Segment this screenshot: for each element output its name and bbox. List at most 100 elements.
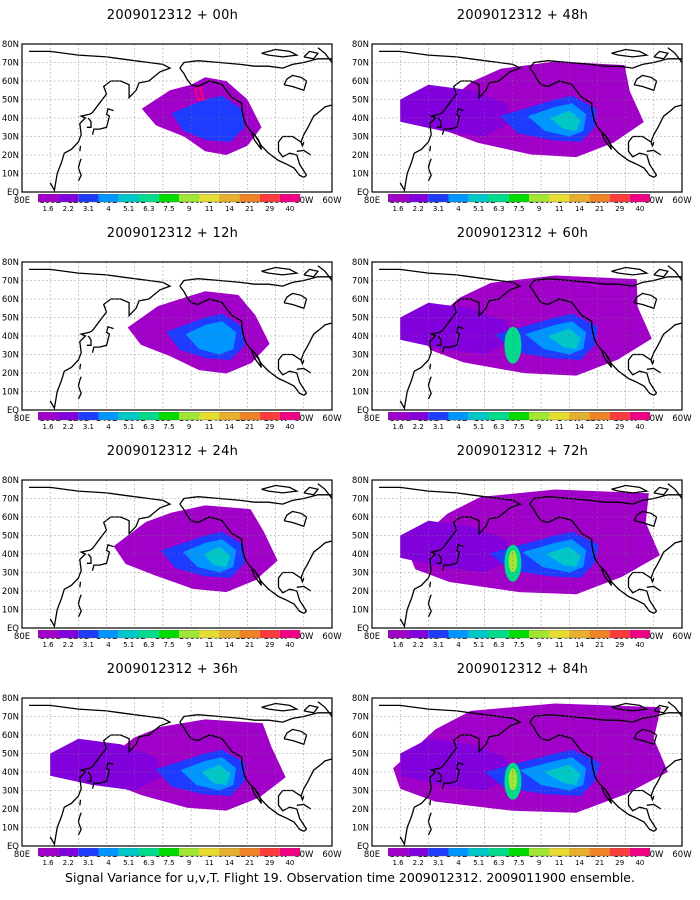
x-tick-label: 80E <box>364 196 380 206</box>
colorbar-label: 9 <box>187 641 191 649</box>
y-tick-label: 10N <box>2 824 19 834</box>
colorbar-swatch <box>158 194 180 202</box>
colorbar-label: 9 <box>187 423 191 431</box>
colorbar: 1.6 2.2 3.1 4 5.1 6.3 7.5 9 11 14 21 29 40 <box>387 193 654 220</box>
colorbar-swatch <box>629 848 650 856</box>
colorbar-label: 5.1 <box>123 859 134 867</box>
y-tick-label: 50N <box>352 314 369 324</box>
colorbar-label: 1.6 <box>43 423 55 431</box>
colorbar: 1.6 2.2 3.1 4 5.1 6.3 7.5 9 11 14 21 29 40 <box>387 411 654 438</box>
y-tick-label: 50N <box>352 750 369 760</box>
colorbar-swatch <box>259 194 280 202</box>
colorbar-label: 14 <box>225 641 234 649</box>
colorbar-swatch <box>549 848 570 856</box>
colorbar-swatch <box>468 412 489 420</box>
y-tick-label: 80N <box>352 40 369 50</box>
x-tick-label: 60W <box>322 414 342 424</box>
colorbar-label: 6.3 <box>493 859 504 867</box>
y-tick-label: 50N <box>352 532 369 542</box>
colorbar-swatch <box>408 630 429 638</box>
x-tick-label: 80E <box>14 632 30 642</box>
colorbar-label: 3.1 <box>433 641 444 649</box>
colorbar-label: 1.6 <box>43 641 55 649</box>
colorbar-swatch <box>529 194 550 202</box>
colorbar-label: 5.1 <box>123 641 134 649</box>
colorbar-label: 11 <box>555 205 564 213</box>
colorbar-swatch <box>549 630 570 638</box>
colorbar-label: 9 <box>537 641 541 649</box>
colorbar-swatch <box>508 412 530 420</box>
colorbar-swatch <box>219 848 240 856</box>
colorbar-label: 2.2 <box>63 859 74 867</box>
colorbar-label: 6.3 <box>493 641 504 649</box>
y-tick-label: 10N <box>352 170 369 180</box>
colorbar-label: 1.6 <box>393 205 405 213</box>
colorbar-swatch <box>138 848 159 856</box>
colorbar-swatch <box>118 848 139 856</box>
colorbar-label: 5.1 <box>473 205 484 213</box>
map-frame <box>371 697 683 847</box>
y-tick-label: 40N <box>352 332 369 342</box>
colorbar-swatch <box>259 630 280 638</box>
colorbar-label: 7.5 <box>513 205 524 213</box>
colorbar-label: 6.3 <box>493 423 504 431</box>
x-tick-label: 80W <box>294 414 314 424</box>
colorbar: 1.6 2.2 3.1 4 5.1 6.3 7.5 9 11 14 21 29 40 <box>37 847 304 874</box>
coastlines <box>29 265 333 411</box>
colorbar-label: 9 <box>537 423 541 431</box>
colorbar-swatch <box>589 848 610 856</box>
y-tick-label: 30N <box>2 787 19 797</box>
colorbar-swatch <box>488 848 509 856</box>
colorbar-label: 7.5 <box>513 641 524 649</box>
signal-field <box>113 505 278 593</box>
colorbar-swatch <box>38 194 59 202</box>
contour-cyan <box>185 321 237 355</box>
colorbar-swatch <box>569 630 590 638</box>
colorbar-swatch <box>98 412 119 420</box>
colorbar-label: 2.2 <box>413 859 424 867</box>
signal-field <box>400 275 652 376</box>
y-tick-label: 30N <box>2 133 19 143</box>
colorbar-swatch <box>388 630 409 638</box>
colorbar-label: 11 <box>555 423 564 431</box>
x-tick-label: 80E <box>364 414 380 424</box>
colorbar-label: 29 <box>615 859 624 867</box>
map-panel-36h: 2009012312 + 36h80E100E120E140E160E18016… <box>0 654 345 867</box>
y-tick-label: 80N <box>2 694 19 704</box>
y-tick-label: 20N <box>2 151 19 161</box>
x-tick-label: 80W <box>644 196 664 206</box>
y-tick-label: EQ <box>7 842 19 852</box>
map-frame <box>21 479 333 629</box>
colorbar-swatch <box>629 630 650 638</box>
colorbar-label: 21 <box>245 423 254 431</box>
colorbar-swatch <box>78 194 99 202</box>
colorbar-swatch <box>508 848 530 856</box>
panel-title: 2009012312 + 24h <box>106 444 239 459</box>
colorbar-label: 11 <box>205 205 214 213</box>
colorbar-swatch <box>259 412 280 420</box>
y-tick-label: 70N <box>352 713 369 723</box>
colorbar-label: 29 <box>265 641 274 649</box>
panel-title: 2009012312 + 84h <box>456 662 589 677</box>
colorbar-swatch <box>279 848 300 856</box>
panel-title: 2009012312 + 72h <box>456 444 589 459</box>
colorbar-label: 29 <box>265 859 274 867</box>
y-tick-label: 40N <box>352 114 369 124</box>
colorbar-swatch <box>609 412 630 420</box>
graticule <box>372 44 682 192</box>
y-tick-label: 50N <box>2 750 19 760</box>
map-plot: 80E100E120E140E160E180160W140W120W100W80… <box>2 40 342 214</box>
y-tick-label: 80N <box>2 40 19 50</box>
x-tick-label: 80W <box>294 632 314 642</box>
map-panel-60h: 2009012312 + 60h80E100E120E140E160E18016… <box>350 218 695 431</box>
y-tick-label: 70N <box>352 59 369 69</box>
colorbar-label: 6.3 <box>143 859 154 867</box>
y-tick-label: 10N <box>2 170 19 180</box>
colorbar-swatch <box>118 630 139 638</box>
colorbar-label: 2.2 <box>63 641 74 649</box>
colorbar-swatch <box>448 194 469 202</box>
colorbar-label: 4 <box>456 205 461 213</box>
y-tick-label: EQ <box>357 406 369 416</box>
y-tick-label: 50N <box>2 314 19 324</box>
y-tick-label: 40N <box>352 768 369 778</box>
